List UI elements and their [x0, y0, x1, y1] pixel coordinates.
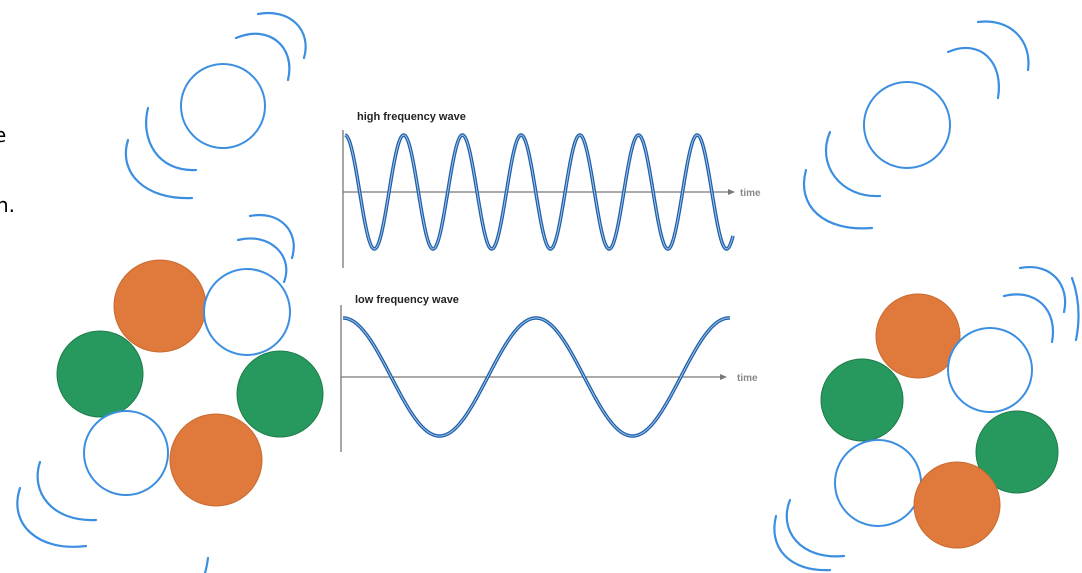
axis-label: time [737, 373, 758, 384]
wave-title: high frequency wave [357, 111, 466, 123]
wave-line [344, 134, 734, 250]
wave-title: low frequency wave [355, 294, 459, 306]
cut-text: e [0, 123, 6, 147]
wave-line [342, 317, 731, 437]
sound-source [124, 11, 307, 200]
low-frequency-wave: low frequency wave time [340, 294, 758, 452]
high-frequency-wave: high frequency wave time [342, 111, 761, 268]
axis-label: time [740, 188, 761, 199]
particle-cluster [16, 213, 324, 573]
particle-cluster [773, 265, 1080, 572]
cut-text: n. [0, 193, 15, 217]
sound-source [802, 20, 1030, 230]
